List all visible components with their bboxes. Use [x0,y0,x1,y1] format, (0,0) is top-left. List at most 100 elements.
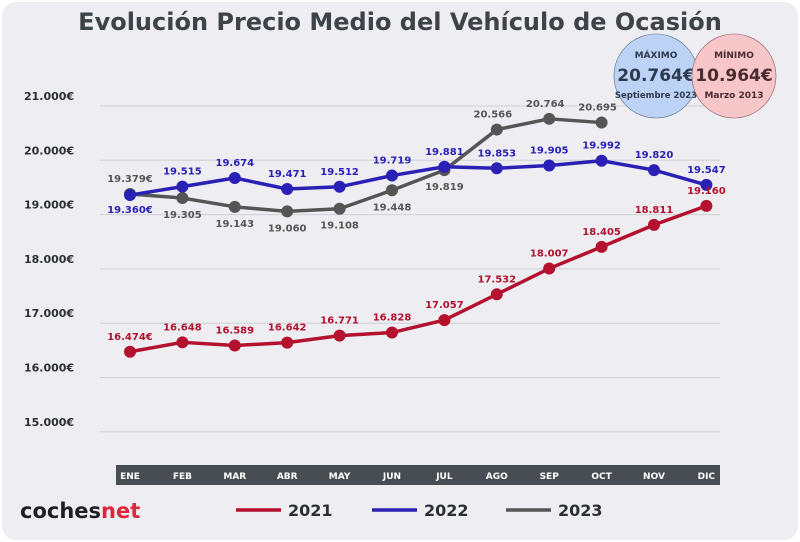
x-axis-bar [116,465,720,485]
series-line-2023 [129,117,602,214]
data-label-2021: 16.828 [373,313,412,324]
data-point-2021 [281,336,294,349]
y-tick-label: 19.000€ [24,199,74,212]
data-label-2023: 19.379€ [107,174,153,185]
data-label-2022: 19.881 [425,147,464,158]
data-point-2021 [386,326,398,339]
y-tick-label: 20.000€ [24,144,74,157]
data-point-2022 [595,154,608,167]
data-point-2022 [438,160,451,173]
y-tick-label: 18.000€ [24,253,74,266]
data-label-2022: 19.820 [635,150,674,161]
data-label-2021: 16.648 [163,322,202,333]
series-line-2021 [129,204,707,354]
data-point-2023 [333,202,346,215]
data-point-2023 [281,205,294,218]
data-point-2021 [700,199,713,212]
data-point-2022 [228,172,241,185]
data-label-2022: 19.992 [582,141,621,152]
x-tick-label: MAY [329,472,351,482]
data-point-2022 [281,183,294,196]
min-badge: MÍNIMO 10.964€ Marzo 2013 [691,33,777,119]
data-label-2023: 19.060 [268,223,307,234]
data-label-2021: 17.532 [478,274,517,285]
y-tick-label: 21.000€ [24,90,74,103]
min-value: 10.964€ [695,66,772,86]
x-tick-label: JUL [435,472,453,482]
x-tick-label: JUN [382,472,401,482]
data-point-2022 [700,178,713,191]
data-point-2023 [595,116,608,129]
data-point-2022 [648,164,660,177]
data-point-2021 [228,339,241,352]
data-label-2022: 19.515 [163,167,202,178]
data-point-2023 [490,123,503,136]
data-point-2022 [333,180,346,193]
x-tick-label: ENE [120,472,140,482]
data-point-2021 [543,262,556,275]
data-label-2023: 20.764 [526,99,565,110]
max-value: 20.764€ [617,66,694,86]
y-tick-label: 15.000€ [24,416,74,429]
data-point-2022 [386,169,398,182]
data-point-2022 [543,159,556,172]
cochesnet-logo: cochesnet [20,499,140,523]
data-label-2022: 19.905 [530,145,569,156]
min-title: MÍNIMO [714,49,754,61]
x-tick-label: ABR [277,472,298,482]
data-label-2021: 17.057 [425,300,464,311]
legend-label: 2021 [288,501,333,520]
max-badge: MÁXIMO 20.764€ Septiembre 2023 [613,33,699,119]
data-label-2023: 20.695 [578,103,617,114]
chart-title: Evolución Precio Medio del Vehículo de O… [78,8,722,36]
max-title: MÁXIMO [635,49,678,61]
x-tick-label: OCT [591,472,612,482]
data-label-2021: 19.160 [687,186,726,197]
data-point-2021 [595,240,608,253]
x-tick-label: FEB [173,472,192,482]
data-point-2023 [543,112,556,125]
data-point-2021 [490,288,503,301]
data-label-2022: 19.360€ [107,205,153,216]
x-tick-label: NOV [643,472,665,482]
data-point-2021 [124,345,136,358]
data-label-2021: 18.007 [530,249,569,260]
data-label-2021: 16.589 [216,326,255,337]
data-label-2021: 18.405 [582,227,621,238]
data-point-2022 [124,189,136,202]
data-point-2022 [490,162,503,175]
legend-label: 2022 [424,501,469,520]
data-label-2023: 19.108 [320,221,359,232]
legend-item-2022: 2022 [372,501,469,520]
legend-item-2023: 2023 [506,501,603,520]
data-point-2023 [228,200,241,213]
series-line-2022 [129,158,707,197]
data-label-2023: 19.448 [373,202,412,213]
data-label-2022: 19.512 [320,167,359,178]
y-tick-label: 16.000€ [24,362,74,375]
data-label-2023: 19.143 [216,219,255,230]
data-label-2023: 20.566 [474,110,513,121]
data-label-2021: 16.771 [320,316,359,327]
max-date: Septiembre 2023 [615,91,697,101]
data-point-2021 [438,314,451,327]
data-point-2023 [386,184,398,197]
data-label-2021: 16.474€ [107,332,153,343]
data-point-2021 [333,329,346,342]
legend-item-2021: 2021 [236,501,333,520]
data-label-2023: 19.819 [425,182,464,193]
data-label-2021: 16.642 [268,323,307,334]
data-label-2022: 19.853 [478,148,517,159]
data-label-2022: 19.471 [268,169,307,180]
data-label-2021: 18.811 [635,205,674,216]
y-tick-label: 17.000€ [24,307,74,320]
data-point-2021 [648,218,660,231]
data-point-2021 [176,336,189,349]
x-tick-label: SEP [540,472,560,482]
data-label-2023: 19.305 [163,210,202,221]
x-tick-label: DIC [698,472,716,482]
data-label-2022: 19.547 [687,165,726,176]
data-label-2022: 19.674 [216,158,255,169]
